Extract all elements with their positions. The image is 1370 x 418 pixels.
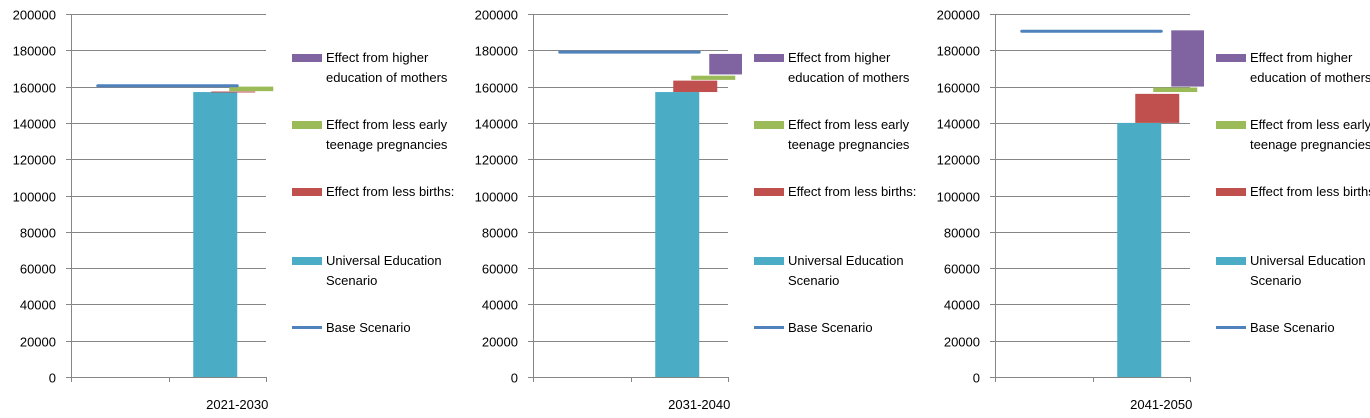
bar-effect-less-births — [211, 91, 256, 93]
legend-label: Effect from higher education of mothers — [1250, 50, 1370, 85]
y-tick-label: 120000 — [13, 153, 56, 168]
chart-panel-2: 0 20000 40000 60000 80000 100000 120000 140000 1… — [462, 0, 924, 418]
y-tick-label: 100000 — [13, 190, 56, 205]
bar-universal-education-scenario — [193, 92, 238, 378]
legend-swatch — [1216, 188, 1246, 196]
y-tick-label: 40000 — [482, 298, 518, 313]
legend-label: Effect from higher education of mothers — [326, 50, 448, 85]
chart-panel-1: 0 20000 40000 60000 80000 100000 120000 140000 1… — [0, 0, 462, 418]
legend-swatch — [754, 54, 784, 62]
legend-label: Effect from less births: — [788, 184, 917, 199]
legend-label: Universal Education Scenario — [1250, 253, 1366, 288]
y-tick-label: 20000 — [20, 335, 56, 350]
y-tick-label: 0 — [973, 371, 980, 386]
legend-swatch — [292, 257, 322, 265]
y-tick-label: 180000 — [13, 44, 56, 59]
legend-swatch — [754, 121, 784, 129]
legend-label: Universal Education Scenario — [788, 253, 904, 288]
y-tick-label: 60000 — [944, 262, 980, 277]
y-tick-label: 80000 — [944, 226, 980, 241]
legend-label: Effect from less births: — [1250, 184, 1370, 199]
legend-label: Effect from less early teenage pregnanci… — [326, 117, 448, 152]
bar-universal-education-scenario — [1117, 122, 1162, 378]
legend-swatch — [292, 326, 322, 329]
y-tick-label: 180000 — [937, 44, 980, 59]
bar-effect-less-births — [1135, 93, 1180, 123]
legend-swatch — [292, 188, 322, 196]
legend-swatch — [754, 326, 784, 329]
legend-swatch — [292, 54, 322, 62]
x-tick-label: 2021-2030 — [206, 397, 268, 412]
legend-label: Universal Education Scenario — [326, 253, 442, 288]
chart-2: 0 20000 40000 60000 80000 100000 120000 140000 1… — [475, 8, 742, 412]
y-tick-label: 160000 — [13, 81, 56, 96]
y-tick-label: 40000 — [20, 298, 56, 313]
legend-swatch — [1216, 326, 1246, 329]
bar-effect-higher-education-mothers — [1171, 30, 1204, 87]
y-tick-label: 100000 — [475, 190, 518, 205]
y-tick-label: 60000 — [482, 262, 518, 277]
legend-label: Base Scenario — [1250, 320, 1335, 335]
y-tick-label: 40000 — [944, 298, 980, 313]
y-tick-label: 200000 — [13, 8, 56, 23]
y-tick-label: 0 — [49, 371, 56, 386]
legend-swatch — [754, 188, 784, 196]
y-tick-label: 80000 — [20, 226, 56, 241]
y-tick-label: 140000 — [475, 117, 518, 132]
legend-label: Base Scenario — [788, 320, 873, 335]
y-tick-label: 120000 — [475, 153, 518, 168]
bar-universal-education-scenario — [655, 92, 700, 378]
legend-swatch — [1216, 121, 1246, 129]
legend-swatch — [1216, 54, 1246, 62]
legend-label: Effect from less early teenage pregnanci… — [788, 117, 910, 152]
bar-effect-less-births — [673, 80, 718, 93]
chart-3: 0 20000 40000 60000 80000 100000 120000 140000 1… — [937, 8, 1204, 412]
legend-label: Effect from less early teenage pregnanci… — [1250, 117, 1370, 152]
y-tick-label: 160000 — [937, 81, 980, 96]
y-tick-label: 120000 — [937, 153, 980, 168]
x-tick-label: 2031-2040 — [668, 397, 730, 412]
y-tick-label: 140000 — [937, 117, 980, 132]
y-tick-label: 20000 — [944, 335, 980, 350]
y-tick-label: 20000 — [482, 335, 518, 350]
legend-swatch — [754, 257, 784, 265]
legend-label: Effect from less births: — [326, 184, 455, 199]
legend-label: Effect from higher education of mothers — [788, 50, 910, 85]
legend-swatch — [1216, 257, 1246, 265]
y-tick-label: 0 — [511, 371, 518, 386]
y-tick-label: 80000 — [482, 226, 518, 241]
bar-effect-less-teen-pregnancies — [1153, 87, 1198, 93]
y-tick-label: 140000 — [13, 117, 56, 132]
y-tick-label: 60000 — [20, 262, 56, 277]
y-tick-label: 200000 — [475, 8, 518, 23]
chart-1: 0 20000 40000 60000 80000 100000 120000 140000 1… — [13, 8, 274, 412]
legend-swatch — [292, 121, 322, 129]
y-tick-label: 160000 — [475, 81, 518, 96]
chart-panel-3: 0 20000 40000 60000 80000 100000 120000 140000 1… — [924, 0, 1370, 418]
bar-effect-less-teen-pregnancies — [691, 75, 736, 80]
bar-effect-higher-education-mothers — [709, 53, 742, 75]
y-tick-label: 100000 — [937, 190, 980, 205]
x-tick-label: 2041-2050 — [1130, 397, 1192, 412]
y-tick-label: 180000 — [475, 44, 518, 59]
bar-effect-less-teen-pregnancies — [229, 86, 274, 92]
y-tick-label: 200000 — [937, 8, 980, 23]
legend-label: Base Scenario — [326, 320, 411, 335]
